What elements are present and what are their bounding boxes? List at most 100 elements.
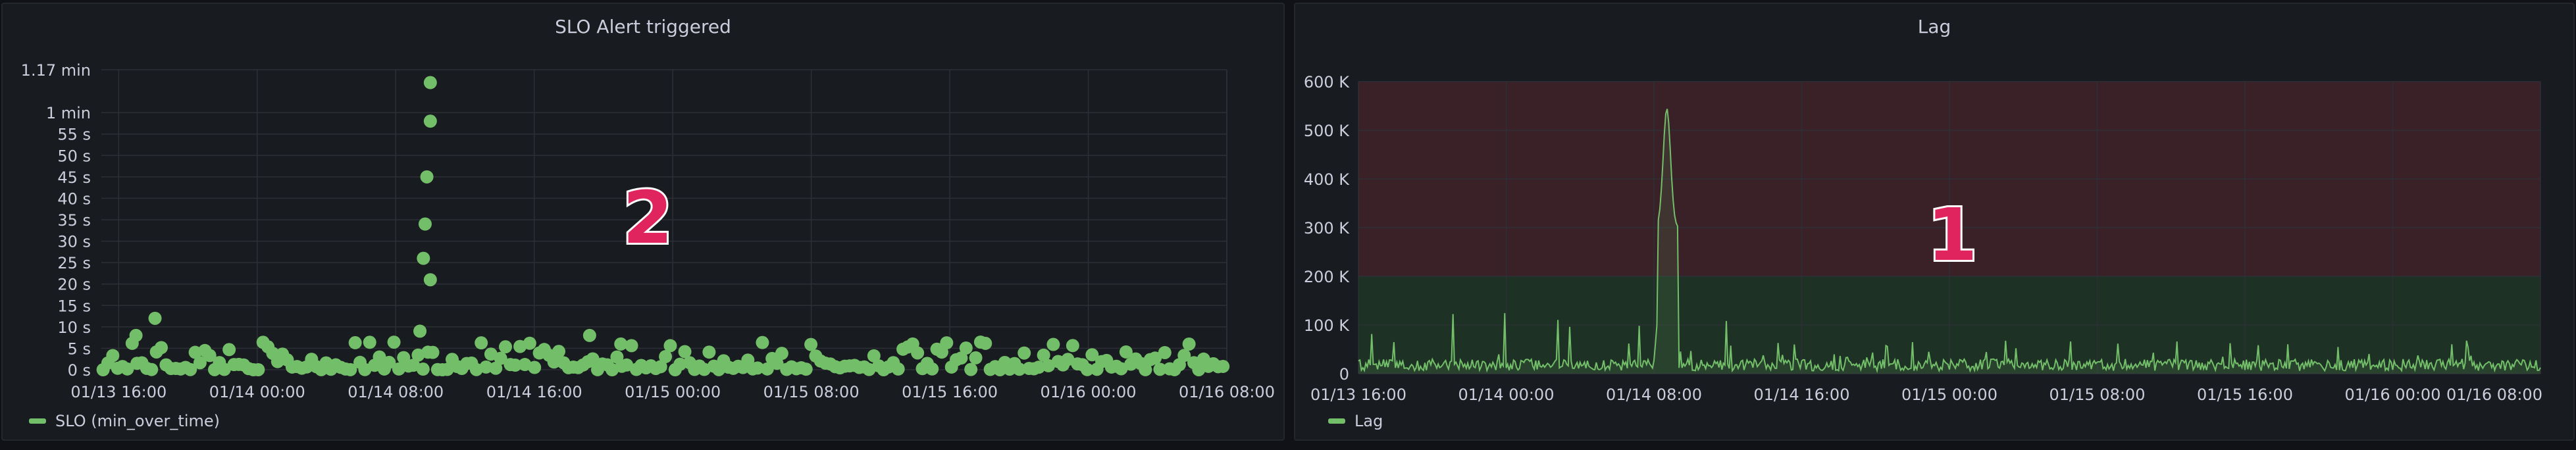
x-tick-label: 01/14 16:00 — [1754, 386, 1850, 404]
lag-legend[interactable]: Lag — [1328, 412, 1383, 430]
panel-title[interactable]: Lag — [1917, 16, 1951, 38]
data-point — [184, 362, 197, 376]
data-point — [678, 345, 692, 359]
data-point — [673, 357, 687, 371]
data-point — [382, 355, 396, 369]
data-point — [193, 356, 207, 370]
data-point — [417, 251, 430, 265]
data-point — [625, 339, 638, 353]
lag-area-chart: 0 100 K 200 K 300 K 400 K 500 K 600 K 01/13 16:… — [1304, 73, 2542, 404]
data-point — [702, 345, 716, 359]
data-point — [1032, 361, 1046, 374]
data-point — [1018, 346, 1031, 360]
data-point — [1139, 362, 1152, 376]
y-tick-label: 1 min — [46, 104, 91, 122]
y-tick-label: 55 s — [57, 126, 91, 144]
x-tick-label: 01/14 00:00 — [209, 383, 305, 401]
x-tick-label: 01/15 08:00 — [2049, 386, 2146, 404]
x-tick-label: 01/14 08:00 — [348, 383, 444, 401]
y-tick-label: 100 K — [1304, 316, 1350, 335]
legend-label[interactable]: SLO (min_over_time) — [55, 412, 220, 430]
data-point — [552, 345, 566, 359]
x-tick-label: 01/15 00:00 — [625, 383, 721, 401]
data-point — [148, 311, 162, 325]
data-point — [1085, 348, 1099, 362]
data-point — [413, 324, 427, 338]
y-tick-label: 400 K — [1304, 170, 1350, 189]
slo-scatter-chart: 0 s 5 s 10 s 15 s 20 s 25 s 30 s 35 s 40 s 45 s 50… — [21, 61, 1275, 401]
data-point — [751, 361, 765, 375]
y-tick-label: 25 s — [57, 254, 91, 272]
y-tick-label: 30 s — [57, 233, 91, 251]
y-tick-label: 0 — [1339, 365, 1349, 384]
x-tick-label: 01/14 16:00 — [486, 383, 582, 401]
data-point — [979, 336, 992, 350]
legend-label[interactable]: Lag — [1354, 412, 1383, 430]
data-point — [659, 350, 673, 364]
y-tick-label: 1.17 min — [21, 61, 91, 80]
y-tick-label: 500 K — [1304, 122, 1350, 140]
series-line — [1358, 109, 2541, 374]
x-tick-label: 01/16 08:00 — [2446, 386, 2542, 404]
x-tick-label: 01/15 00:00 — [1901, 386, 1997, 404]
lag-panel[interactable]: Lag 0 100 K 200 K 300 K 400 K 500 K 600 K 01/13… — [1294, 3, 2575, 441]
y-tick-label: 0 s — [68, 361, 91, 380]
data-point — [426, 345, 440, 359]
y-tick-label: 45 s — [57, 168, 91, 187]
data-point — [423, 114, 437, 128]
data-point — [479, 360, 493, 374]
data-point — [614, 337, 628, 351]
x-tick-label: 01/15 08:00 — [763, 383, 860, 401]
data-point — [663, 339, 677, 353]
data-point — [959, 341, 973, 355]
data-point — [489, 361, 503, 375]
data-point — [222, 343, 236, 357]
data-point — [582, 328, 596, 342]
x-tick-label: 01/15 16:00 — [902, 383, 998, 401]
annotation-badge-2: 2 — [621, 176, 675, 260]
data-point — [1119, 345, 1133, 359]
x-tick-label: 01/13 16:00 — [70, 383, 167, 401]
data-point — [770, 357, 784, 370]
data-point — [799, 362, 813, 376]
data-point — [508, 359, 522, 372]
data-point — [654, 360, 667, 374]
data-point — [251, 362, 265, 376]
data-point — [969, 351, 983, 364]
data-point — [420, 170, 434, 184]
data-point — [1012, 362, 1026, 376]
data-point — [1148, 351, 1162, 365]
data-point — [120, 362, 134, 376]
data-point — [964, 362, 978, 376]
data-point — [1153, 362, 1167, 376]
y-tick-label: 300 K — [1304, 219, 1350, 238]
data-point — [499, 340, 513, 354]
x-tick-label: 01/15 16:00 — [2197, 386, 2293, 404]
y-tick-label: 40 s — [57, 189, 91, 208]
data-point — [911, 346, 925, 360]
x-tick-label: 01/13 16:00 — [1310, 386, 1406, 404]
panel-title[interactable]: SLO Alert triggered — [555, 16, 731, 38]
data-point — [145, 362, 159, 376]
data-point — [1216, 359, 1230, 373]
y-tick-label: 15 s — [57, 297, 91, 315]
annotation-badge-1: 1 — [1925, 193, 1980, 277]
y-tick-label: 600 K — [1304, 73, 1350, 91]
data-point — [760, 362, 774, 376]
data-point — [1046, 338, 1060, 351]
legend-color-swatch — [29, 418, 46, 424]
y-tick-label: 50 s — [57, 147, 91, 165]
data-point — [1182, 337, 1196, 351]
x-tick-label: 01/16 00:00 — [1041, 383, 1137, 401]
data-point — [1177, 349, 1191, 362]
x-tick-label: 01/16 08:00 — [1179, 383, 1275, 401]
data-point — [129, 328, 143, 342]
data-point — [756, 336, 769, 349]
data-point — [494, 351, 507, 365]
data-point — [344, 362, 357, 376]
data-point — [155, 341, 168, 355]
slo-legend[interactable]: SLO (min_over_time) — [29, 412, 220, 430]
x-tick-label: 01/16 00:00 — [2345, 386, 2441, 404]
data-point — [475, 336, 488, 350]
